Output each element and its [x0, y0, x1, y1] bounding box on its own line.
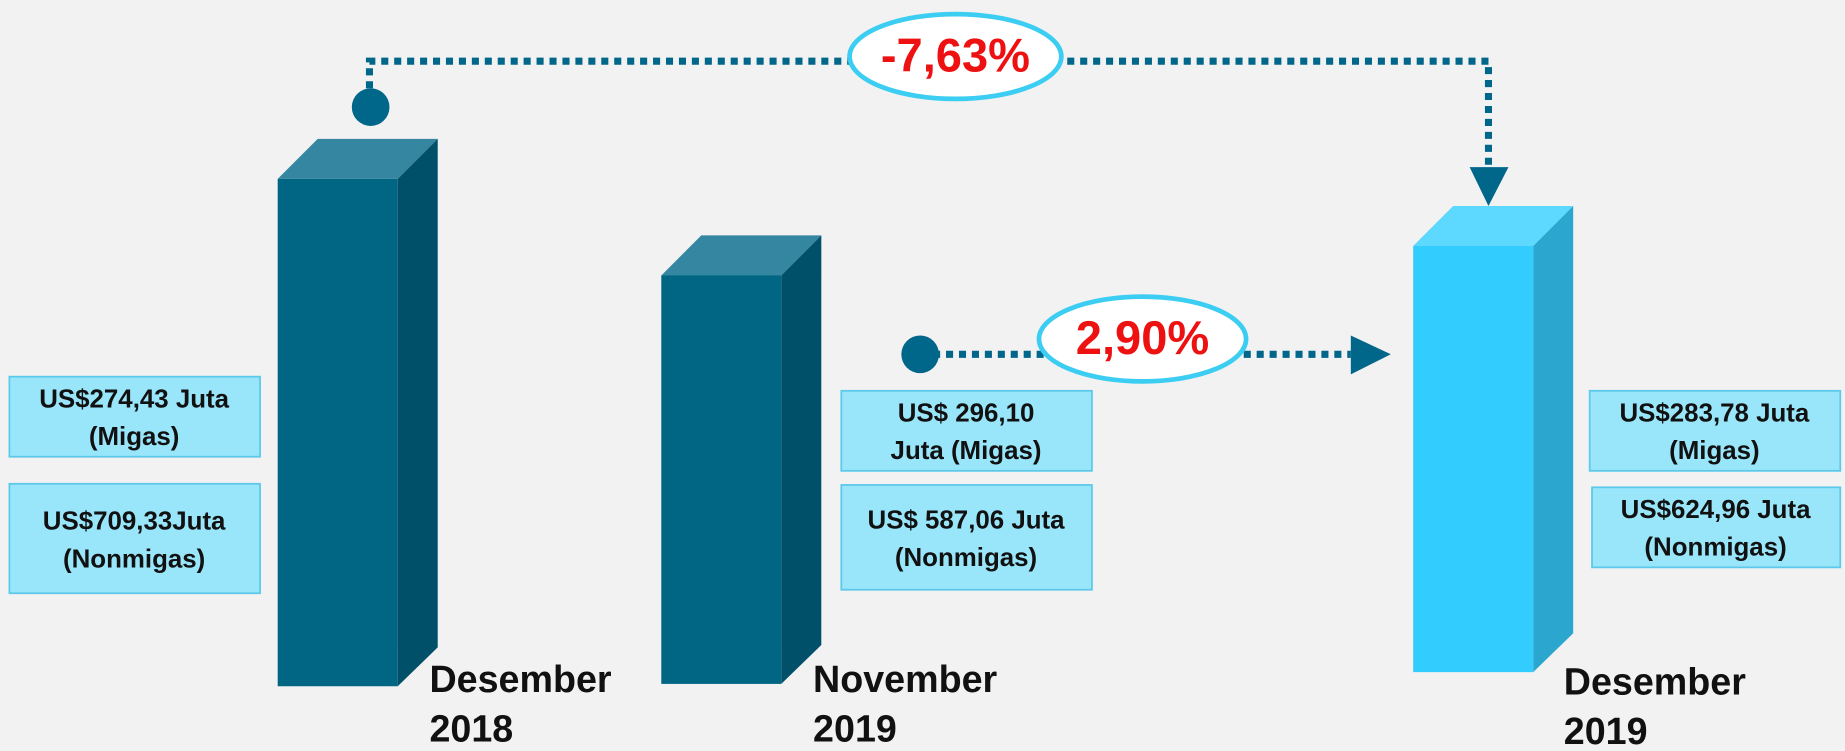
connector-start: [351, 88, 390, 126]
period-label: Desember: [1564, 660, 1746, 702]
connector-arrow: [1350, 335, 1391, 375]
bar-side: [397, 138, 438, 687]
change-label: 2,90%: [1076, 311, 1209, 364]
bar-desember-2019: [1413, 205, 1574, 673]
bar-top: [661, 235, 822, 276]
migas-value: US$ 296,10: [898, 399, 1035, 427]
migas-box: [1588, 389, 1842, 472]
period-year: 2018: [429, 708, 513, 750]
nonmigas-box: [1591, 486, 1842, 569]
bar-desember-2018: [277, 138, 438, 687]
bar-front: [277, 178, 398, 687]
change-badge: [1036, 294, 1249, 384]
migas-caption: (Migas): [1669, 437, 1760, 465]
bar-top: [277, 138, 438, 179]
bar-top: [1413, 205, 1574, 247]
bar-side: [781, 235, 822, 684]
period-label: November: [813, 658, 997, 700]
nonmigas-caption: (Nonmigas): [1644, 534, 1786, 562]
nonmigas-box: [840, 484, 1093, 591]
nonmigas-caption: (Nonmigas): [895, 544, 1037, 572]
migas-value: US$274,43 Juta: [39, 385, 229, 413]
connector-arrow: [1469, 167, 1509, 206]
nonmigas-value: US$624,96 Juta: [1621, 496, 1811, 524]
nonmigas-value: US$709,33Juta: [43, 508, 226, 536]
nonmigas-value: US$ 587,06 Juta: [868, 507, 1066, 535]
change-label: -7,63%: [881, 28, 1030, 81]
connector-start: [901, 335, 939, 374]
period-year: 2019: [1564, 710, 1648, 751]
migas-box: [840, 389, 1093, 472]
migas-box: [8, 375, 261, 458]
period-year: 2019: [813, 708, 897, 750]
change-badge: [847, 11, 1064, 102]
nonmigas-box: [8, 482, 261, 595]
period-label: Desember: [429, 658, 611, 700]
migas-value: US$283,78 Juta: [1619, 399, 1809, 427]
migas-caption: (Migas): [89, 423, 180, 451]
bar-side: [1533, 205, 1574, 673]
migas-caption: Juta (Migas): [891, 437, 1042, 465]
nonmigas-caption: (Nonmigas): [63, 545, 205, 573]
bar-front: [661, 275, 782, 684]
bar-november-2019: [661, 235, 822, 684]
bar-front: [1413, 246, 1534, 673]
